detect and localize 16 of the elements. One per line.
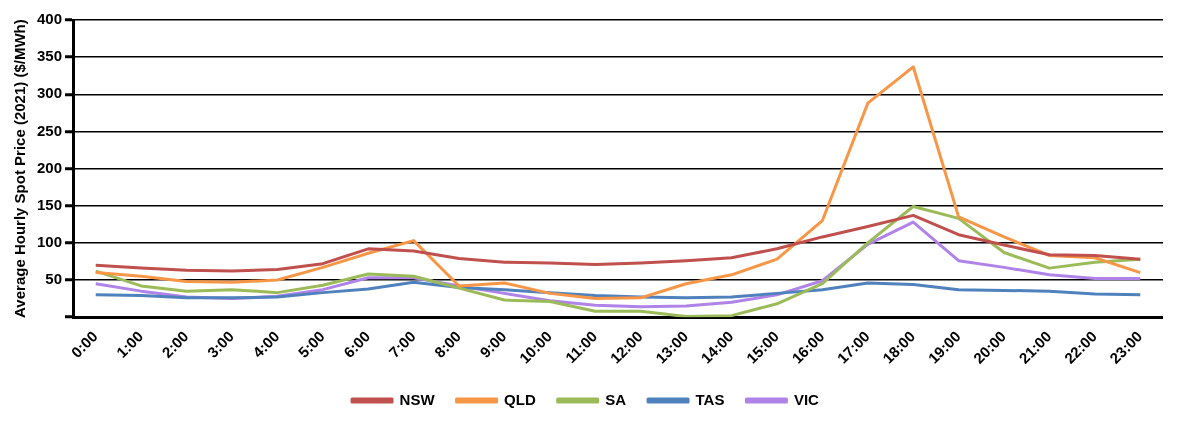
legend-label: NSW bbox=[399, 390, 436, 408]
y-tick-label: 100 bbox=[37, 233, 63, 250]
y-tick-label: 200 bbox=[37, 158, 63, 176]
y-tick-label: 250 bbox=[37, 121, 63, 139]
legend-label: QLD bbox=[504, 390, 536, 408]
y-tick-label: 350 bbox=[37, 47, 63, 65]
y-axis-title: Average Hourly Spot Price (2021) ($/MWh) bbox=[11, 19, 29, 318]
y-tick-label: 50 bbox=[45, 270, 63, 288]
x-tick-label: 4:00 bbox=[249, 327, 283, 361]
legend-label: TAS bbox=[695, 390, 725, 408]
y-tick-label: 400 bbox=[37, 10, 63, 28]
legend-label: SA bbox=[605, 390, 627, 408]
x-tick-label: 6:00 bbox=[340, 327, 374, 361]
y-tick-label: 150 bbox=[37, 195, 63, 213]
y-tick-label: 300 bbox=[37, 84, 63, 102]
legend-label: VIC bbox=[793, 390, 820, 408]
